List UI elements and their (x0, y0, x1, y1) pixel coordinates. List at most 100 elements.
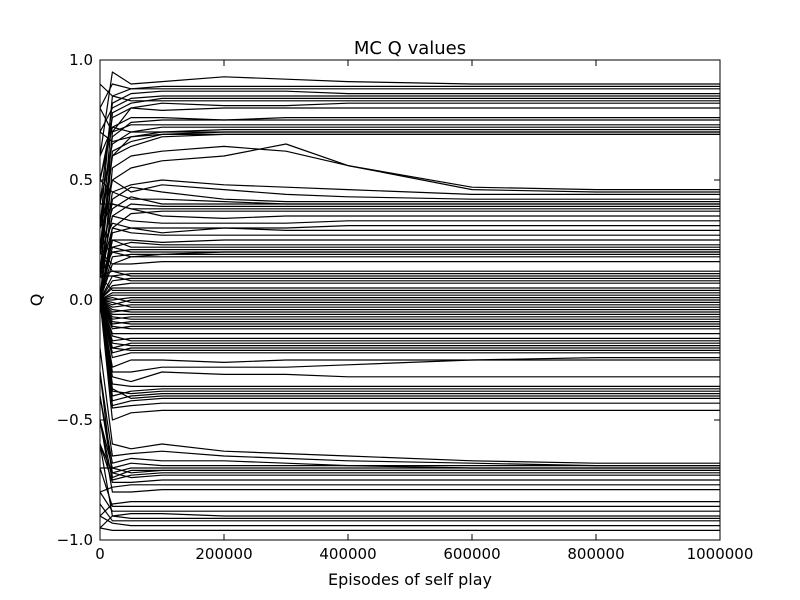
y-tick-label-1: −0.5 (57, 411, 93, 429)
series-line-23 (100, 186, 720, 301)
y-axis-label: Q (27, 294, 46, 307)
y-tick-label-3: 0.5 (69, 171, 93, 189)
series-layer (100, 71, 720, 532)
series-line-96 (100, 484, 720, 493)
series-line-97 (100, 419, 720, 493)
series-line-31 (100, 222, 720, 253)
y-tick-label-4: 1.0 (69, 51, 93, 69)
series-line-59 (100, 299, 720, 313)
series-line-28 (100, 210, 720, 301)
series-line-39 (100, 251, 720, 265)
series-line-30 (100, 215, 720, 277)
series-line-57 (100, 299, 720, 308)
series-line-13 (100, 126, 720, 205)
series-line-62 (100, 299, 720, 320)
series-line-87 (100, 371, 720, 467)
series-line-105 (100, 527, 720, 532)
y-axis: −1.0 −0.5 0.0 0.5 1.0 (57, 51, 720, 549)
series-line-48 (100, 282, 720, 301)
series-line-84 (100, 299, 720, 409)
series-line-26 (100, 203, 720, 277)
series-line-83 (100, 299, 720, 407)
series-line-76 (100, 299, 720, 373)
series-line-22 (100, 179, 720, 229)
series-line-53 (100, 297, 720, 301)
series-line-1 (100, 71, 720, 157)
series-line-34 (100, 239, 720, 301)
series-line-3 (100, 83, 720, 109)
series-line-52 (100, 294, 720, 301)
series-line-12 (100, 107, 720, 133)
x-tick-label-0: 0 (95, 545, 105, 563)
series-line-88 (100, 395, 720, 467)
series-line-47 (100, 275, 720, 282)
series-line-92 (100, 467, 720, 474)
series-line-66 (100, 299, 720, 330)
series-line-85 (100, 299, 720, 421)
series-line-37 (100, 249, 720, 277)
series-line-72 (100, 299, 720, 354)
series-line-5 (100, 95, 720, 133)
series-line-9 (100, 107, 720, 277)
x-tick-label-4: 800000 (567, 545, 624, 563)
x-tick-label-1: 200000 (195, 545, 252, 563)
series-line-29 (100, 203, 720, 229)
series-line-78 (100, 299, 720, 387)
series-line-74 (100, 299, 720, 359)
series-line-7 (100, 83, 720, 102)
series-line-101 (100, 512, 720, 529)
series-line-25 (100, 196, 720, 253)
series-line-56 (100, 299, 720, 308)
series-line-42 (100, 261, 720, 301)
series-line-99 (100, 467, 720, 507)
series-line-67 (100, 299, 720, 335)
series-line-75 (100, 299, 720, 368)
series-line-49 (100, 287, 720, 301)
series-line-10 (100, 116, 720, 157)
series-line-35 (100, 241, 720, 253)
series-line-98 (100, 501, 720, 517)
series-line-36 (100, 239, 720, 301)
series-line-18 (100, 133, 720, 229)
series-line-2 (100, 85, 720, 229)
series-line-69 (100, 299, 720, 342)
series-line-102 (100, 443, 720, 520)
series-line-73 (100, 299, 720, 351)
series-line-100 (100, 491, 720, 512)
x-axis: 0 200000 400000 600000 800000 1000000 (95, 60, 753, 563)
series-line-20 (100, 143, 720, 253)
series-line-103 (100, 503, 720, 522)
chart-title: MC Q values (354, 38, 466, 59)
series-line-77 (100, 299, 720, 383)
series-line-55 (100, 297, 720, 303)
series-line-95 (100, 443, 720, 483)
series-line-33 (100, 227, 720, 277)
y-tick-label-0: −1.0 (57, 531, 93, 549)
series-line-8 (100, 102, 720, 181)
x-tick-label-3: 600000 (443, 545, 500, 563)
series-line-104 (100, 515, 720, 527)
series-line-70 (100, 299, 720, 349)
x-tick-label-2: 400000 (319, 545, 376, 563)
x-tick-label-5: 1000000 (687, 545, 754, 563)
series-line-81 (100, 299, 720, 402)
series-line-94 (100, 395, 720, 479)
series-line-86 (100, 347, 720, 464)
series-line-51 (100, 292, 720, 301)
series-line-44 (100, 273, 720, 301)
series-line-6 (100, 97, 720, 253)
series-line-82 (100, 299, 720, 399)
series-line-19 (100, 145, 720, 301)
x-axis-label: Episodes of self play (328, 570, 492, 589)
series-line-71 (100, 299, 720, 347)
series-line-93 (100, 419, 720, 481)
y-tick-label-2: 0.0 (69, 291, 93, 309)
series-line-16 (100, 131, 720, 277)
series-line-21 (100, 179, 720, 277)
series-line-43 (100, 270, 720, 277)
series-line-60 (100, 299, 720, 315)
series-line-68 (100, 299, 720, 342)
series-line-40 (100, 253, 720, 301)
series-line-41 (100, 251, 720, 277)
